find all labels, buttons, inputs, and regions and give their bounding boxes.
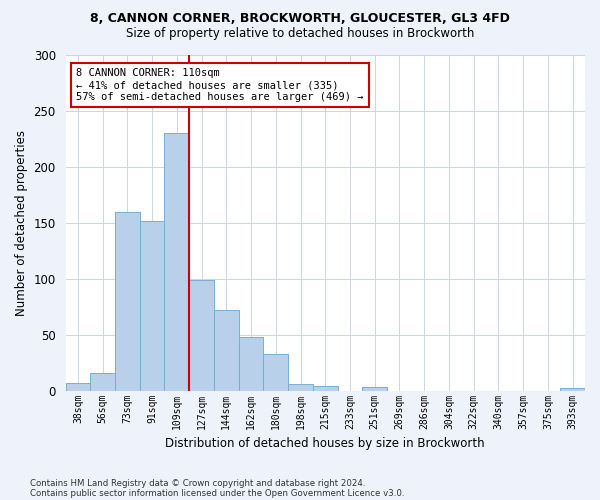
Bar [189,280,214,390]
Bar [288,384,313,390]
Bar [263,354,288,391]
Bar [560,388,585,390]
Bar [115,212,140,390]
Bar [140,220,164,390]
Text: 8 CANNON CORNER: 110sqm
← 41% of detached houses are smaller (335)
57% of semi-d: 8 CANNON CORNER: 110sqm ← 41% of detache… [76,68,364,102]
Y-axis label: Number of detached properties: Number of detached properties [15,130,28,316]
X-axis label: Distribution of detached houses by size in Brockworth: Distribution of detached houses by size … [166,437,485,450]
Bar [164,134,189,390]
Bar [214,310,239,390]
Text: Size of property relative to detached houses in Brockworth: Size of property relative to detached ho… [126,28,474,40]
Bar [313,386,338,390]
Bar [362,388,387,390]
Bar [65,383,90,390]
Bar [90,372,115,390]
Text: Contains public sector information licensed under the Open Government Licence v3: Contains public sector information licen… [30,488,404,498]
Bar [239,337,263,390]
Text: 8, CANNON CORNER, BROCKWORTH, GLOUCESTER, GL3 4FD: 8, CANNON CORNER, BROCKWORTH, GLOUCESTER… [90,12,510,26]
Text: Contains HM Land Registry data © Crown copyright and database right 2024.: Contains HM Land Registry data © Crown c… [30,478,365,488]
